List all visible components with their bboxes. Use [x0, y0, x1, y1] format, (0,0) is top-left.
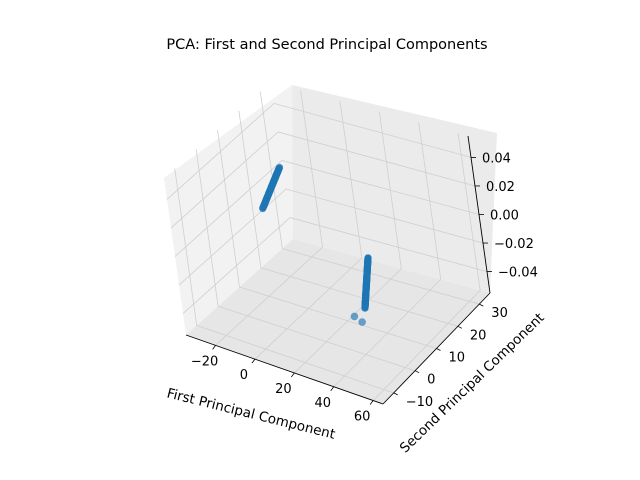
y-tick-label: −10	[406, 395, 433, 410]
axis-lines	[185, 135, 492, 405]
grid-line-x	[333, 122, 442, 388]
grid-line-y	[238, 110, 459, 327]
pane-back	[292, 85, 497, 293]
grid-lines	[166, 90, 488, 401]
data-point-outlier	[350, 312, 359, 321]
z-tick-label: −0.04	[498, 266, 538, 281]
tick-labels: −20 0 20 40 60 −10 0 10 20 30 −0.04 −0.02 0.00 0.02 0.…	[191, 151, 538, 424]
y-tick-label: 0	[427, 373, 435, 388]
x-tick-label: 20	[275, 382, 292, 397]
grid-line-z	[174, 160, 480, 257]
data-point-cluster-1	[259, 205, 267, 213]
x-tick-mark	[369, 400, 374, 405]
x-tick-label: 0	[240, 368, 248, 383]
grid-line-x	[294, 111, 402, 374]
grid-line-z	[166, 102, 472, 200]
grid-line-z	[182, 217, 488, 314]
y-tick-mark	[393, 392, 398, 396]
z-tick-label: 0.02	[486, 180, 515, 195]
y-tick-mark	[457, 325, 463, 329]
y-tick-mark	[436, 348, 441, 351]
grid-line-x	[372, 133, 481, 401]
grid-line-y	[195, 149, 416, 372]
x-tick-mark	[251, 358, 256, 364]
x-tick-mark	[291, 372, 295, 378]
x-axis-label: First Principal Component	[165, 385, 337, 442]
x-tick-label: 40	[314, 396, 331, 411]
grid-line-z	[170, 131, 476, 229]
pane-floor	[186, 239, 490, 404]
x-tick-mark	[212, 345, 216, 350]
grid-line-y	[174, 168, 394, 394]
grid-line-x	[215, 90, 323, 346]
data-points	[259, 163, 372, 326]
y-tick-mark	[414, 370, 420, 374]
chart-title: PCA: First and Second Principal Componen…	[166, 37, 487, 53]
x-tick-mark	[330, 386, 335, 391]
grid-line-x	[254, 100, 363, 360]
z-tick-label: −0.02	[494, 237, 534, 252]
grid-line-y	[217, 129, 437, 349]
grid-line-y	[259, 91, 480, 305]
x-axis-line	[185, 334, 384, 405]
x-tick-label: −20	[191, 354, 218, 369]
grid-line-z	[178, 188, 484, 286]
z-tick-label: 0.04	[482, 151, 511, 166]
z-tick-label: 0.00	[490, 209, 519, 224]
data-point-cluster-2	[361, 304, 369, 312]
x-tick-label: 60	[354, 410, 371, 425]
y-tick-label: 30	[491, 306, 508, 321]
data-point-outlier	[358, 318, 366, 326]
y-tick-mark	[479, 303, 484, 307]
y-tick-label: 10	[449, 351, 466, 366]
y-tick-label: 20	[470, 328, 487, 343]
